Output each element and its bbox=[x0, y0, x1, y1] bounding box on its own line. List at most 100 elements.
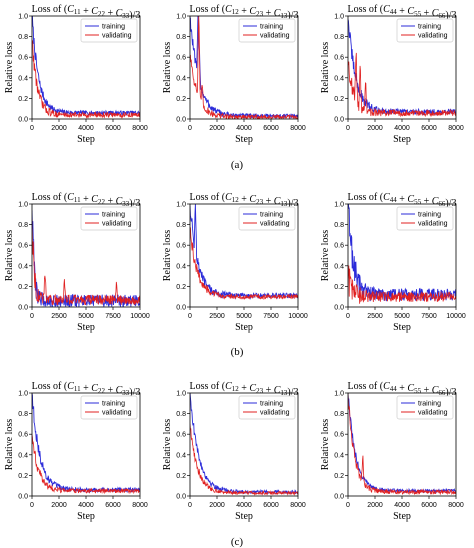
chart-title: Loss of (C12 + C23 + C13)/3 bbox=[190, 192, 299, 209]
x-tick-label: 4000 bbox=[78, 502, 94, 509]
series-line-validating bbox=[190, 16, 298, 119]
series-line-validating bbox=[190, 423, 298, 496]
x-tick-label: 8000 bbox=[448, 502, 464, 509]
legend-box bbox=[80, 18, 138, 43]
y-tick-label: 0.0 bbox=[176, 494, 186, 501]
x-tick-label: 6000 bbox=[105, 125, 121, 132]
series-line-training bbox=[190, 16, 298, 119]
legend-label-validating: validating bbox=[102, 33, 132, 40]
legend-label-validating: validating bbox=[260, 410, 290, 417]
y-tick-label: 0.6 bbox=[334, 55, 344, 62]
legend-label-validating: validating bbox=[418, 221, 448, 228]
x-axis-label: Step bbox=[235, 322, 253, 333]
legend-label-validating: validating bbox=[260, 33, 290, 40]
legend: training validating bbox=[396, 18, 454, 43]
y-tick-label: 0.4 bbox=[176, 75, 186, 82]
chart-panel-4: Loss of (C12 + C23 + C13)/3 0.0 0.2 0.4 0.6 0… bbox=[162, 192, 308, 333]
y-tick-label: 0.0 bbox=[176, 305, 186, 312]
legend-box bbox=[238, 395, 296, 420]
x-tick-label: 4000 bbox=[236, 125, 252, 132]
chart-panel-7: Loss of (C12 + C23 + C13)/3 0.0 0.2 0.4 0.6 0… bbox=[162, 381, 306, 522]
x-tick-label: 0 bbox=[188, 313, 192, 320]
y-tick-label: 0.0 bbox=[176, 117, 186, 124]
x-tick-label: 7500 bbox=[421, 313, 437, 320]
y-tick-label: 0.4 bbox=[176, 452, 186, 459]
y-tick-label: 1.0 bbox=[334, 202, 344, 209]
x-tick-label: 2000 bbox=[367, 125, 383, 132]
legend: training validating bbox=[80, 395, 138, 420]
x-tick-label: 2500 bbox=[51, 313, 67, 320]
chart-title: Loss of (C44 + C55 + C66)/3 bbox=[348, 4, 457, 21]
series-line-validating bbox=[32, 434, 140, 495]
legend-box bbox=[396, 395, 454, 420]
legend: training validating bbox=[238, 18, 296, 43]
y-tick-label: 0.4 bbox=[334, 263, 344, 270]
y-tick-label: 0.6 bbox=[334, 432, 344, 439]
x-tick-label: 5000 bbox=[78, 313, 94, 320]
legend-box bbox=[396, 18, 454, 43]
x-axis-label: Step bbox=[77, 134, 95, 145]
y-tick-label: 0.2 bbox=[334, 284, 344, 291]
chart-panel-3: Loss of (C11 + C22 + C33)/3 0.0 0.2 0.4 0.6 0… bbox=[4, 192, 150, 333]
x-tick-label: 0 bbox=[346, 313, 350, 320]
y-axis-label: Relative loss bbox=[320, 230, 331, 281]
y-tick-label: 1.0 bbox=[334, 391, 344, 398]
series-line-validating bbox=[32, 219, 140, 306]
row-label-c: (c) bbox=[231, 536, 244, 548]
x-tick-label: 8000 bbox=[290, 125, 306, 132]
y-tick-label: 0.6 bbox=[176, 432, 186, 439]
x-tick-label: 10000 bbox=[446, 313, 466, 320]
x-tick-label: 5000 bbox=[394, 313, 410, 320]
y-tick-label: 1.0 bbox=[176, 202, 186, 209]
legend-box bbox=[396, 206, 454, 231]
y-axis-label: Relative loss bbox=[162, 42, 173, 93]
y-tick-label: 0.8 bbox=[334, 34, 344, 41]
x-tick-label: 6000 bbox=[421, 502, 437, 509]
x-tick-label: 0 bbox=[188, 125, 192, 132]
legend-label-validating: validating bbox=[102, 410, 132, 417]
legend-label-training: training bbox=[260, 24, 283, 31]
legend: training validating bbox=[80, 206, 138, 231]
legend-label-validating: validating bbox=[102, 221, 132, 228]
x-tick-label: 0 bbox=[188, 502, 192, 509]
chart-title: Loss of (C12 + C23 + C13)/3 bbox=[190, 381, 299, 398]
series-line-validating bbox=[348, 393, 456, 496]
y-tick-label: 0.0 bbox=[18, 305, 28, 312]
chart-title: Loss of (C11 + C22 + C33)/3 bbox=[32, 381, 141, 398]
chart-title: Loss of (C11 + C22 + C33)/3 bbox=[32, 192, 141, 209]
x-tick-label: 7500 bbox=[263, 313, 279, 320]
y-tick-label: 0.6 bbox=[334, 243, 344, 250]
y-tick-label: 0.2 bbox=[334, 473, 344, 480]
legend-label-training: training bbox=[102, 212, 125, 219]
y-tick-label: 0.2 bbox=[18, 96, 28, 103]
chart-panel-6: Loss of (C11 + C22 + C33)/3 0.0 0.2 0.4 0.6 0… bbox=[4, 381, 148, 522]
chart-title: Loss of (C44 + C55 + C66)/3 bbox=[348, 192, 457, 209]
x-axis-label: Step bbox=[77, 322, 95, 333]
chart-title: Loss of (C44 + C55 + C66)/3 bbox=[348, 381, 457, 398]
y-tick-label: 0.6 bbox=[176, 55, 186, 62]
y-tick-label: 0.2 bbox=[334, 96, 344, 103]
x-tick-label: 2000 bbox=[209, 502, 225, 509]
y-tick-label: 0.8 bbox=[18, 222, 28, 229]
x-tick-label: 10000 bbox=[130, 313, 150, 320]
chart-panel-1: Loss of (C12 + C23 + C13)/3 0.0 0.2 0.4 0.6 0… bbox=[162, 4, 306, 145]
legend-label-training: training bbox=[102, 24, 125, 31]
x-tick-label: 2000 bbox=[51, 502, 67, 509]
legend-label-training: training bbox=[418, 24, 441, 31]
y-tick-label: 0.2 bbox=[18, 284, 28, 291]
chart-title: Loss of (C12 + C23 + C13)/3 bbox=[190, 4, 299, 21]
x-tick-label: 10000 bbox=[288, 313, 308, 320]
x-tick-label: 8000 bbox=[448, 125, 464, 132]
x-tick-label: 0 bbox=[346, 502, 350, 509]
legend-label-training: training bbox=[418, 401, 441, 408]
chart-panel-5: Loss of (C44 + C55 + C66)/3 0.0 0.2 0.4 0.6 0… bbox=[320, 192, 466, 333]
legend-label-training: training bbox=[260, 401, 283, 408]
x-tick-label: 0 bbox=[30, 502, 34, 509]
y-tick-label: 0.6 bbox=[18, 432, 28, 439]
y-tick-label: 1.0 bbox=[176, 391, 186, 398]
x-tick-label: 0 bbox=[30, 125, 34, 132]
x-tick-label: 2000 bbox=[209, 125, 225, 132]
y-axis-label: Relative loss bbox=[162, 419, 173, 470]
legend: training validating bbox=[238, 395, 296, 420]
y-tick-label: 0.4 bbox=[176, 263, 186, 270]
